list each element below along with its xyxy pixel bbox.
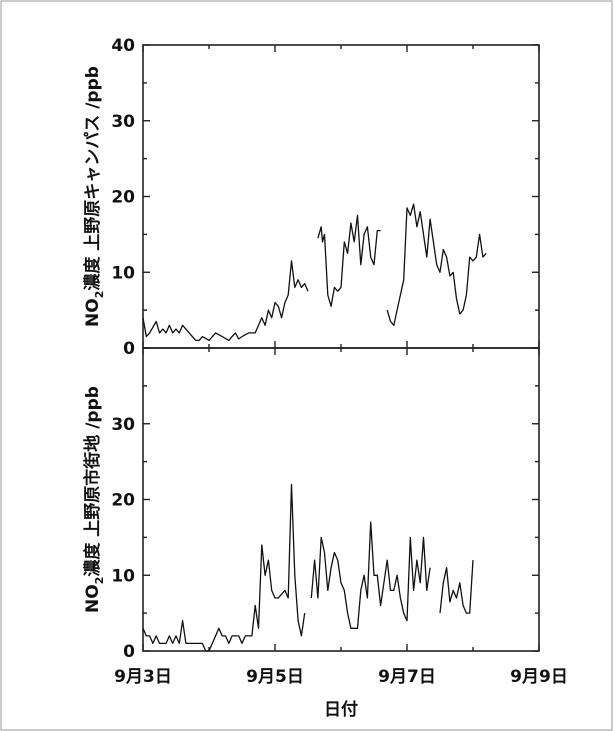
y-title-prefix: NO bbox=[83, 584, 103, 613]
top-y-tick-label: 30 bbox=[111, 112, 135, 132]
y-title-subscript: 2 bbox=[93, 291, 106, 299]
y-title-rest: 濃度 上野原市街地 /ppb bbox=[82, 386, 103, 577]
bottom-series-line bbox=[439, 560, 474, 614]
top-y-tick-label: 10 bbox=[111, 263, 135, 283]
top-y-tick-label: 40 bbox=[111, 36, 135, 56]
bottom-y-tick-label: 0 bbox=[123, 642, 135, 662]
top-y-tick-label: 20 bbox=[111, 188, 135, 208]
x-axis-title: 日付 bbox=[324, 699, 358, 720]
top-series-line bbox=[386, 203, 487, 326]
x-tick-label: 9月9日 bbox=[510, 667, 568, 687]
bottom-y-tick-label: 30 bbox=[111, 415, 135, 435]
top-y-axis-title: NO2濃度 上野原キャンパス /ppb bbox=[82, 66, 106, 327]
top-y-tick-label: 0 bbox=[123, 339, 135, 359]
bottom-y-tick-label: 10 bbox=[111, 566, 135, 586]
top-series-line bbox=[317, 214, 381, 307]
y-title-rest: 濃度 上野原キャンパス /ppb bbox=[82, 66, 103, 291]
y-title-subscript: 2 bbox=[93, 577, 106, 585]
bottom-y-tick-label: 20 bbox=[111, 491, 135, 511]
top-series-line bbox=[142, 260, 309, 342]
x-tick-label: 9月7日 bbox=[378, 667, 436, 687]
bottom-series-line bbox=[310, 521, 431, 629]
bottom-series-line bbox=[142, 483, 306, 652]
x-tick-label: 9月5日 bbox=[246, 667, 304, 687]
y-title-prefix: NO bbox=[83, 298, 103, 327]
x-tick-label: 9月3日 bbox=[114, 667, 172, 687]
bottom-y-axis-title: NO2濃度 上野原市街地 /ppb bbox=[82, 386, 106, 613]
